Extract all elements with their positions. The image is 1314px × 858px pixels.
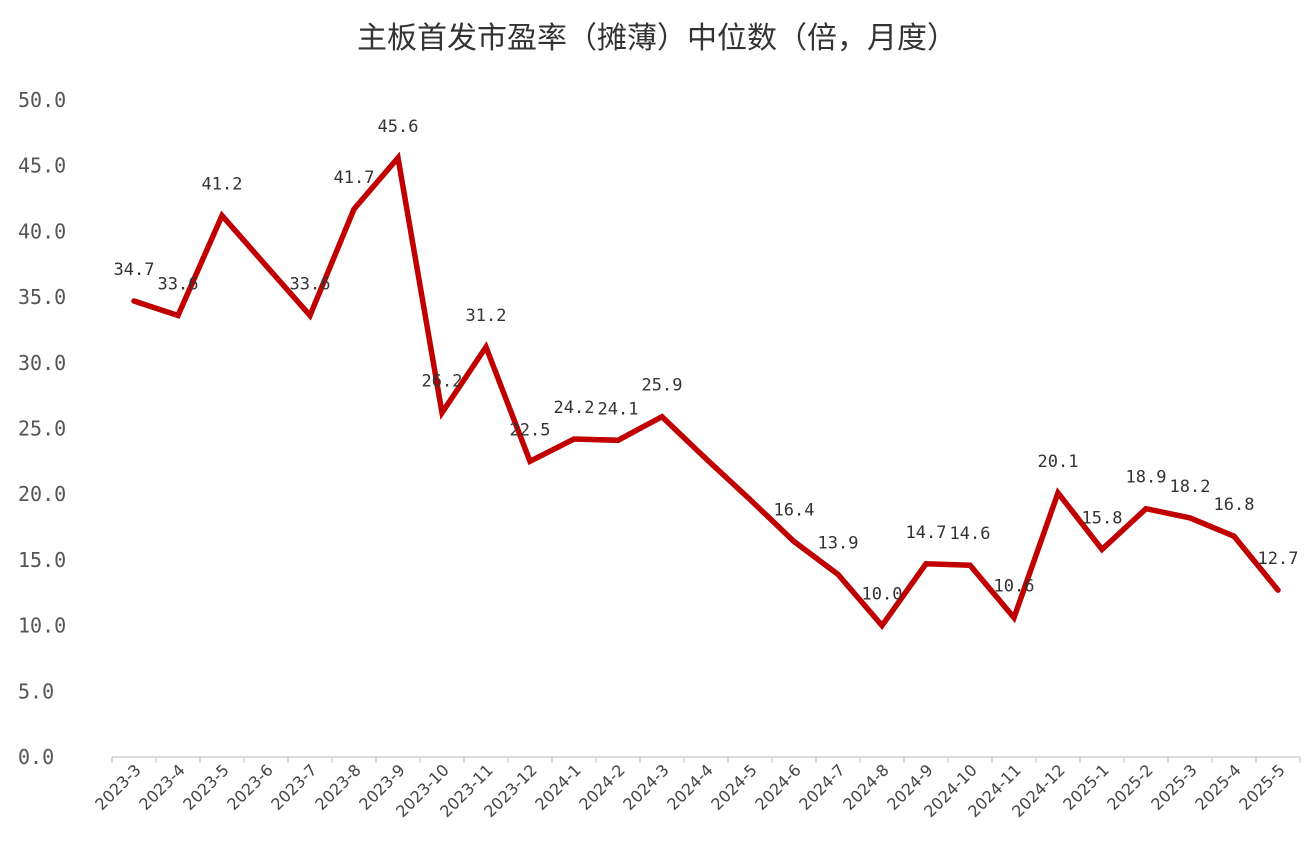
x-tick-label: 2023-6	[223, 760, 277, 814]
y-tick-label: 25.0	[18, 417, 66, 441]
chart-title: 主板首发市盈率（摊薄）中位数（倍，月度）	[357, 21, 957, 56]
data-label: 13.9	[818, 533, 859, 553]
x-tick-label: 2025-4	[1191, 760, 1245, 814]
data-label: 22.5	[510, 420, 551, 440]
data-label: 31.2	[466, 306, 507, 326]
y-tick-label: 5.0	[18, 679, 54, 703]
y-tick-label: 10.0	[18, 614, 66, 638]
x-tick-label: 2024-2	[575, 760, 629, 814]
data-label: 25.9	[642, 376, 683, 396]
data-label: 16.4	[774, 501, 815, 521]
x-tick-label: 2024-4	[663, 760, 717, 814]
x-tick-label: 2025-2	[1103, 760, 1157, 814]
x-tick-label: 2024-7	[795, 760, 849, 814]
data-label: 41.7	[334, 168, 375, 188]
data-label: 24.1	[598, 399, 639, 419]
y-tick-label: 35.0	[18, 285, 66, 309]
x-tick-label: 2025-1	[1059, 760, 1113, 814]
y-tick-label: 50.0	[18, 88, 66, 112]
x-axis: 2023-32023-42023-52023-62023-72023-82023…	[91, 756, 1301, 821]
data-label: 14.7	[906, 523, 947, 543]
x-tick-label: 2023-5	[179, 760, 233, 814]
y-tick-label: 20.0	[18, 482, 66, 506]
data-label: 14.6	[950, 524, 991, 544]
data-label: 24.2	[554, 398, 595, 418]
data-label: 34.7	[114, 260, 155, 280]
data-label: 18.2	[1170, 477, 1211, 497]
data-label: 20.1	[1038, 452, 1079, 472]
data-label: 12.7	[1258, 549, 1299, 569]
x-tick-label: 2023-8	[311, 760, 365, 814]
data-label: 33.6	[290, 274, 331, 294]
series-group	[131, 151, 1281, 631]
x-tick-label: 2023-7	[267, 760, 321, 814]
y-tick-label: 15.0	[18, 548, 66, 572]
data-label: 41.2	[202, 175, 243, 195]
y-axis: 0.0 5.0 10.0 15.0 20.0 25.0 30.0 35.0 40.0 45.0 50…	[18, 88, 66, 769]
x-tick-label: 2025-5	[1235, 760, 1289, 814]
data-label: 33.6	[158, 274, 199, 294]
data-label: 45.6	[378, 117, 419, 137]
x-tick-label: 2024-1	[531, 760, 585, 814]
y-tick-label: 40.0	[18, 219, 66, 243]
y-tick-label: 45.0	[18, 154, 66, 178]
data-label: 18.9	[1126, 468, 1167, 488]
x-tick-label: 2023-3	[91, 760, 145, 814]
y-tick-label: 30.0	[18, 351, 66, 375]
x-tick-label: 2024-3	[619, 760, 673, 814]
data-label: 15.8	[1082, 508, 1123, 528]
series-line	[131, 151, 1281, 631]
data-label: 10.6	[994, 577, 1035, 597]
x-tick-label: 2024-8	[839, 760, 893, 814]
data-label: 10.0	[862, 585, 903, 605]
data-label: 16.8	[1214, 495, 1255, 515]
x-tick-label: 2024-5	[707, 760, 761, 814]
y-tick-label: 0.0	[18, 745, 54, 769]
data-label: 26.2	[422, 372, 463, 392]
data-labels: 34.733.641.233.641.745.626.231.222.524.2…	[114, 117, 1299, 605]
x-tick-label: 2023-4	[135, 760, 189, 814]
x-tick-label: 2025-3	[1147, 760, 1201, 814]
x-tick-label: 2024-6	[751, 760, 805, 814]
